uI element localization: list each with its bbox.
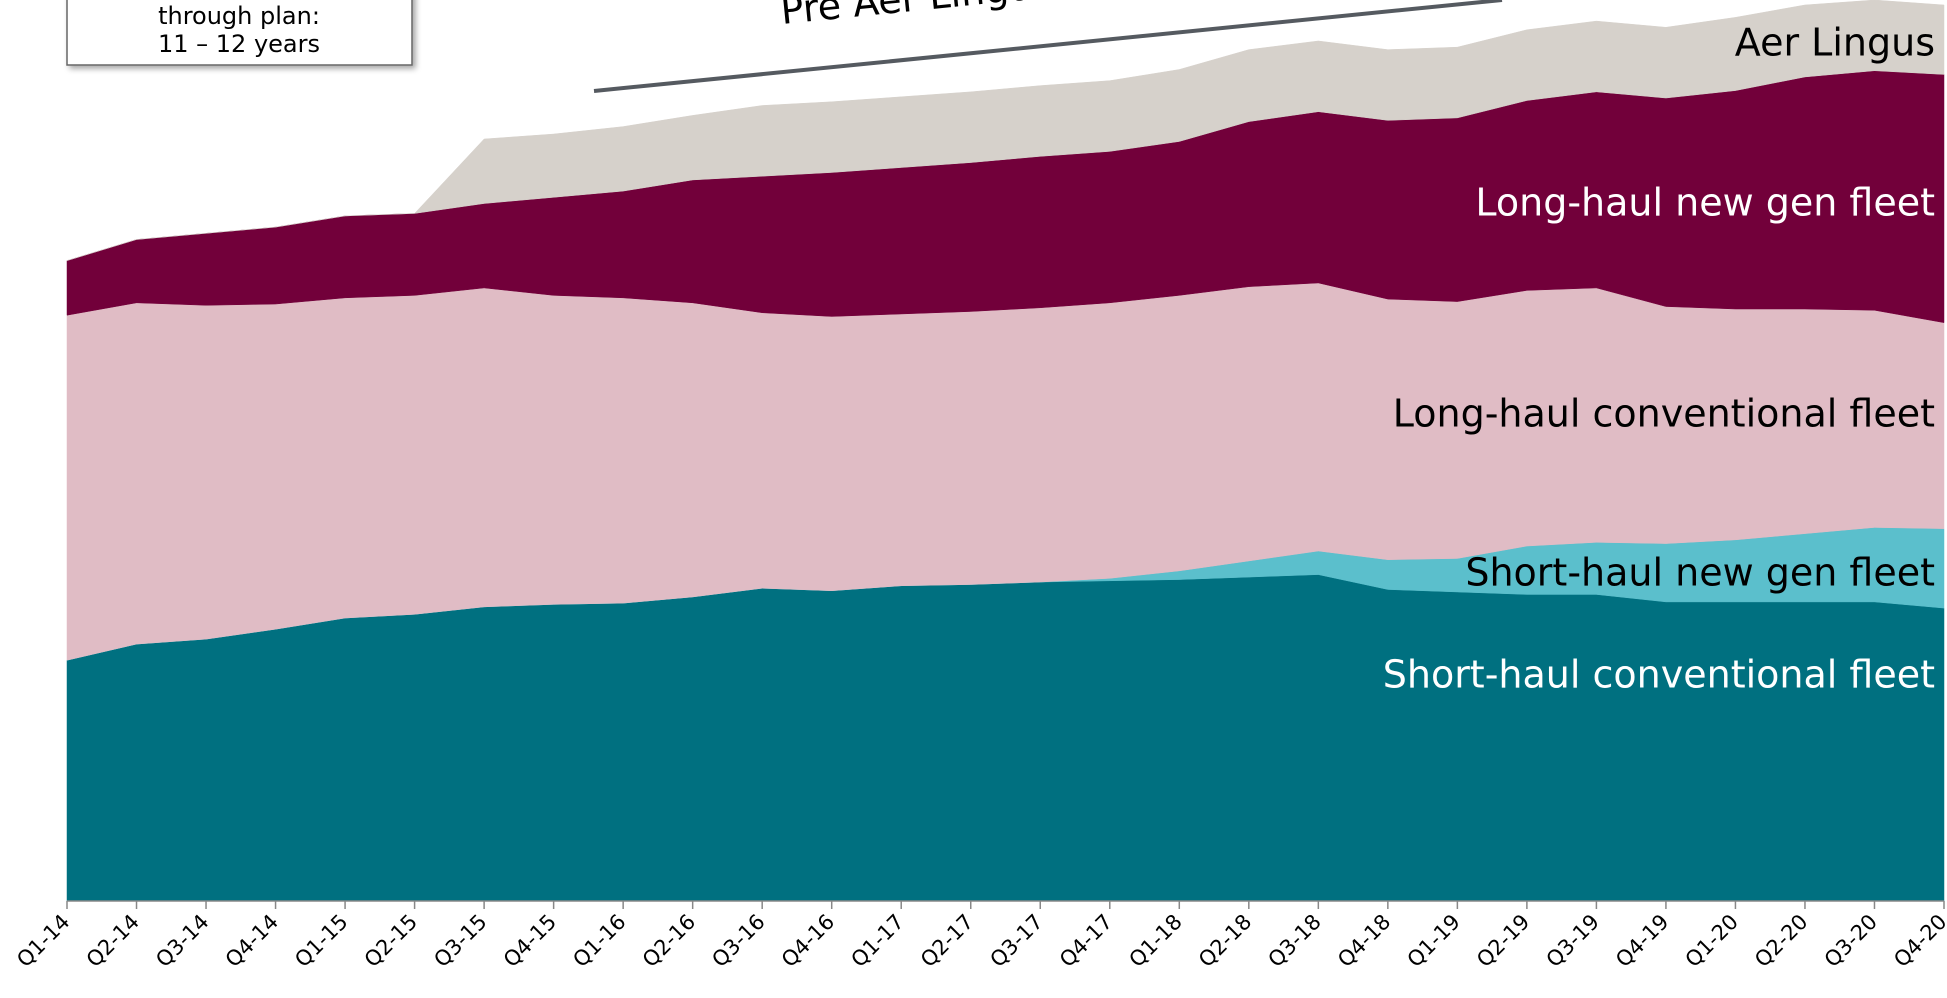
area bbox=[66, 574, 1945, 902]
annotation-box-line: through plan: bbox=[158, 2, 320, 30]
series-label: Aer Lingus bbox=[1735, 21, 1935, 65]
annotation-text: Pre Aer Lingus bbox=[779, 0, 1055, 33]
x-tick-label: Q2-20 bbox=[1750, 910, 1812, 972]
x-tick-label: Q1-19 bbox=[1403, 910, 1465, 972]
x-tick-label: Q2-15 bbox=[360, 910, 422, 972]
areas bbox=[66, 0, 1945, 902]
x-tick-label: Q2-19 bbox=[1472, 910, 1534, 972]
x-tick-label: Q4-19 bbox=[1611, 910, 1673, 972]
x-tick-label: Q4-18 bbox=[1333, 910, 1395, 972]
x-tick-label: Q3-17 bbox=[985, 910, 1047, 972]
x-tick-label: Q1-20 bbox=[1681, 910, 1743, 972]
x-tick-label: Q2-14 bbox=[82, 910, 144, 972]
x-tick-label: Q4-16 bbox=[777, 910, 839, 972]
annotation-box bbox=[66, 0, 413, 66]
x-tick-label: Q4-20 bbox=[1889, 910, 1947, 972]
x-tick-label: Q1-15 bbox=[290, 910, 352, 972]
x-axis: Q1-14 Q2-14 Q3-14 Q4-14 Q1-15 Q2-15 Q3-15 Q4-15… bbox=[12, 900, 1947, 972]
x-tick-label: Q4-17 bbox=[1055, 910, 1117, 972]
x-tick-label: Q2-18 bbox=[1194, 910, 1256, 972]
annotation-line bbox=[593, 0, 1503, 93]
x-tick-label: Q1-16 bbox=[568, 910, 630, 972]
series-label: Long-haul conventional fleet bbox=[1393, 392, 1935, 436]
series-labels: Short-haul conventional fleet Short-haul … bbox=[1383, 21, 1935, 697]
x-tick-label: Q3-19 bbox=[1542, 910, 1604, 972]
x-tick-label: Q2-17 bbox=[916, 910, 978, 972]
x-tick-label: Q4-14 bbox=[221, 910, 283, 972]
x-tick-label: Q1-14 bbox=[12, 910, 74, 972]
x-tick-label: Q4-15 bbox=[499, 910, 561, 972]
series-label: Short-haul conventional fleet bbox=[1383, 653, 1935, 697]
x-tick-label: Q2-16 bbox=[638, 910, 700, 972]
x-tick-label: Q3-18 bbox=[1263, 910, 1325, 972]
series-label: Short-haul new gen fleet bbox=[1465, 551, 1935, 595]
series-label: Long-haul new gen fleet bbox=[1475, 181, 1935, 225]
x-tick-label: Q1-18 bbox=[1124, 910, 1186, 972]
x-tick-label: Q3-14 bbox=[151, 910, 213, 972]
x-tick-label: Q3-15 bbox=[429, 910, 491, 972]
x-tick-label: Q1-17 bbox=[846, 910, 908, 972]
x-tick-label: Q3-20 bbox=[1820, 910, 1882, 972]
area bbox=[66, 0, 1945, 261]
x-tick-label: Q3-16 bbox=[707, 910, 769, 972]
annotation-box-line: 11 – 12 years bbox=[158, 30, 320, 58]
